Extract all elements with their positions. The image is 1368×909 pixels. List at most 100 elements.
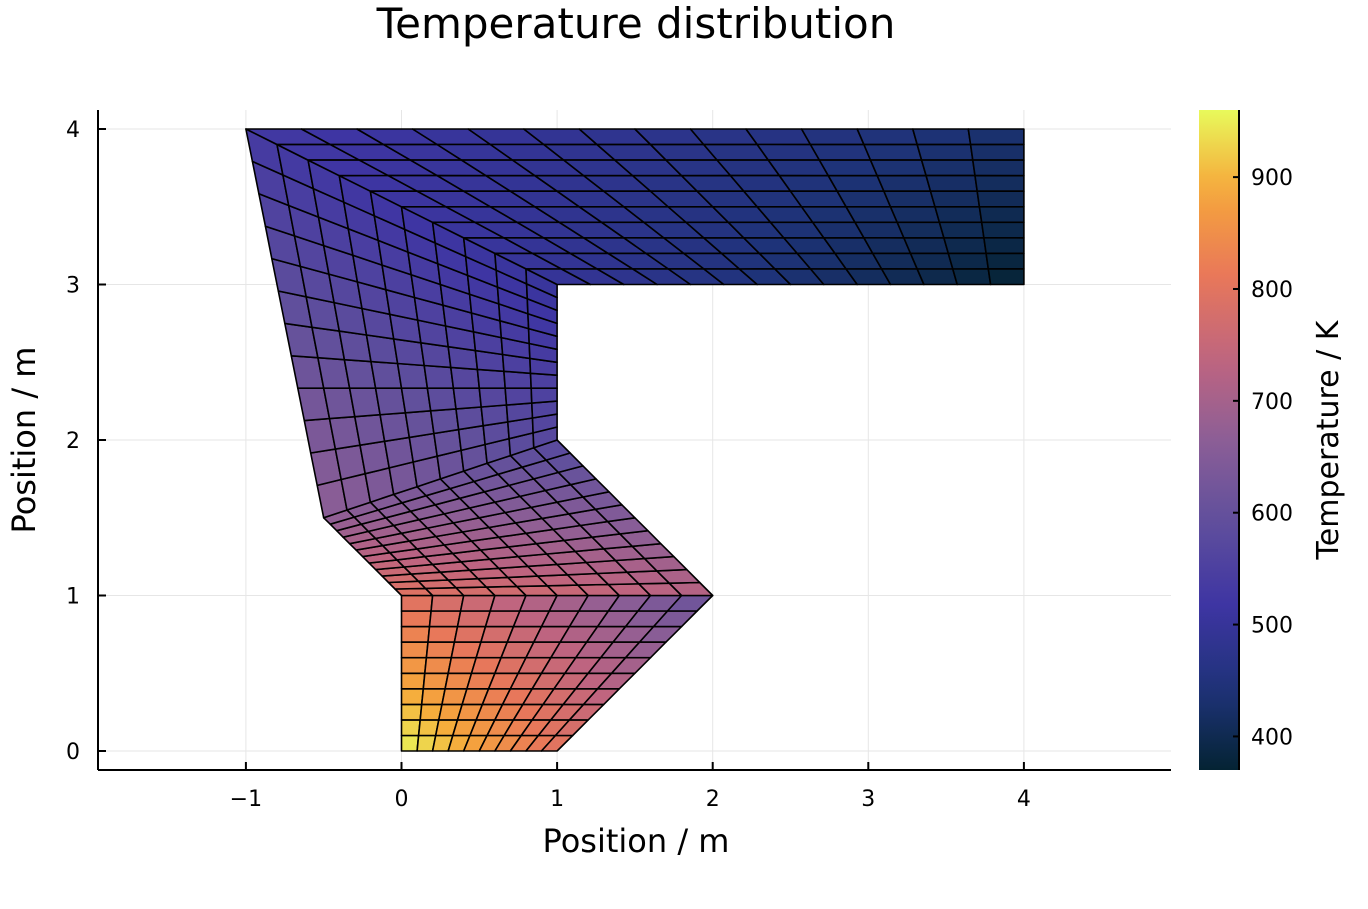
mesh-cell bbox=[452, 387, 483, 410]
colorbar-tick-label: 800 bbox=[1251, 278, 1293, 303]
mesh-cell bbox=[951, 268, 992, 286]
colorbar-tick-label: 500 bbox=[1251, 614, 1293, 639]
y-tick-label: 2 bbox=[66, 429, 80, 454]
mesh-cell bbox=[374, 387, 407, 416]
mesh-cell bbox=[400, 672, 426, 690]
mesh-cell bbox=[836, 190, 892, 208]
mesh-cell bbox=[429, 408, 460, 435]
mesh-cell bbox=[818, 159, 879, 177]
mesh-cell bbox=[400, 719, 422, 737]
mesh-cell bbox=[745, 128, 812, 146]
mesh-cell bbox=[456, 610, 492, 628]
mesh-cell bbox=[929, 190, 981, 208]
mesh-cell bbox=[478, 387, 508, 408]
mesh-cell bbox=[530, 400, 558, 419]
mesh-cell bbox=[800, 128, 865, 146]
y-tick-label: 1 bbox=[66, 585, 80, 610]
mesh-cell bbox=[916, 143, 974, 161]
mesh-cell bbox=[938, 221, 985, 239]
mesh-cell bbox=[423, 364, 455, 390]
mesh-cell bbox=[400, 387, 432, 414]
mesh-cell bbox=[420, 687, 446, 706]
mesh-cell bbox=[909, 252, 954, 270]
x-tick-label: 3 bbox=[861, 787, 875, 812]
y-tick-label: 3 bbox=[66, 274, 80, 299]
colorbar: 400 500 600 700 800 900 bbox=[1199, 110, 1293, 770]
mesh-block-upper-right bbox=[245, 128, 1025, 286]
mesh-cell bbox=[916, 268, 959, 286]
mesh-cell bbox=[427, 625, 459, 643]
y-tick-label: 0 bbox=[66, 740, 80, 765]
mesh-cell bbox=[400, 687, 425, 706]
mesh-cell bbox=[987, 268, 1025, 286]
mesh-cell bbox=[943, 237, 987, 255]
mesh-cell bbox=[426, 387, 457, 412]
axes bbox=[97, 110, 1171, 771]
mesh-cell bbox=[767, 159, 830, 177]
colorbar-gradient bbox=[1199, 110, 1239, 770]
mesh-cell bbox=[896, 221, 945, 239]
mesh-cell bbox=[985, 252, 1025, 270]
mesh-cell bbox=[370, 360, 403, 390]
mesh-cell bbox=[978, 206, 1025, 224]
mesh-cell bbox=[969, 143, 1025, 161]
x-tick-label: 2 bbox=[706, 787, 720, 812]
mesh-cell bbox=[379, 411, 411, 443]
mesh-cell bbox=[974, 174, 1025, 192]
mesh-block-middle bbox=[322, 439, 714, 597]
mesh-cell bbox=[889, 206, 941, 224]
colorbar-title: Temperature / K bbox=[1311, 319, 1346, 560]
mesh-cell bbox=[449, 366, 481, 390]
tick-labels: −1 0 1 2 3 4 0 1 2 3 4 bbox=[66, 118, 1031, 812]
mesh-cell bbox=[396, 362, 429, 390]
mesh-cell bbox=[827, 174, 885, 192]
mesh-cell bbox=[980, 221, 1025, 239]
mesh-cell bbox=[400, 734, 420, 752]
x-tick-label: −1 bbox=[230, 787, 262, 812]
mesh-cell bbox=[400, 656, 428, 675]
mesh-block-bottom bbox=[400, 594, 714, 752]
mesh-cell bbox=[408, 432, 439, 463]
x-tick-label: 4 bbox=[1017, 787, 1031, 812]
mesh-cell bbox=[876, 174, 932, 192]
mesh-cell bbox=[505, 402, 534, 423]
mesh-cell bbox=[883, 190, 936, 208]
mesh-cell bbox=[863, 237, 912, 255]
x-axis-title: Position / m bbox=[543, 822, 730, 860]
mesh-cell bbox=[504, 387, 533, 406]
mesh-cell bbox=[983, 237, 1025, 255]
mesh-cell bbox=[925, 174, 979, 192]
mesh-cell bbox=[383, 436, 415, 469]
mesh-cell bbox=[809, 143, 872, 161]
mesh-cell bbox=[967, 128, 1025, 146]
mesh-cell bbox=[455, 406, 485, 431]
mesh-cell bbox=[976, 190, 1025, 208]
mesh-cell bbox=[422, 672, 450, 690]
mesh-cells bbox=[245, 128, 1025, 752]
mesh-cell bbox=[404, 409, 435, 439]
mesh-cell bbox=[756, 143, 821, 161]
mesh-cell bbox=[971, 159, 1025, 177]
mesh-cell bbox=[423, 656, 453, 675]
mesh-cell bbox=[400, 625, 431, 643]
mesh-cell bbox=[869, 159, 927, 177]
mesh-cell bbox=[911, 128, 972, 146]
mesh-cell bbox=[400, 594, 434, 612]
mesh-cell bbox=[947, 252, 990, 270]
mesh-cell bbox=[428, 610, 462, 628]
mesh-cell bbox=[400, 641, 429, 659]
colorbar-tick-label: 700 bbox=[1251, 390, 1293, 415]
mesh-cell bbox=[476, 368, 507, 390]
mesh-cell bbox=[530, 387, 558, 404]
colorbar-tick-label: 400 bbox=[1251, 725, 1293, 750]
mesh-cell bbox=[430, 594, 465, 612]
chart-title: Temperature distribution bbox=[376, 0, 896, 48]
x-tick-label: 0 bbox=[395, 787, 409, 812]
mesh-cell bbox=[425, 641, 456, 659]
mesh-cell bbox=[400, 703, 423, 721]
mesh-cell bbox=[459, 594, 496, 612]
mesh-cell bbox=[863, 143, 923, 161]
mesh-cell bbox=[400, 610, 432, 628]
colorbar-tick-label: 600 bbox=[1251, 502, 1293, 527]
